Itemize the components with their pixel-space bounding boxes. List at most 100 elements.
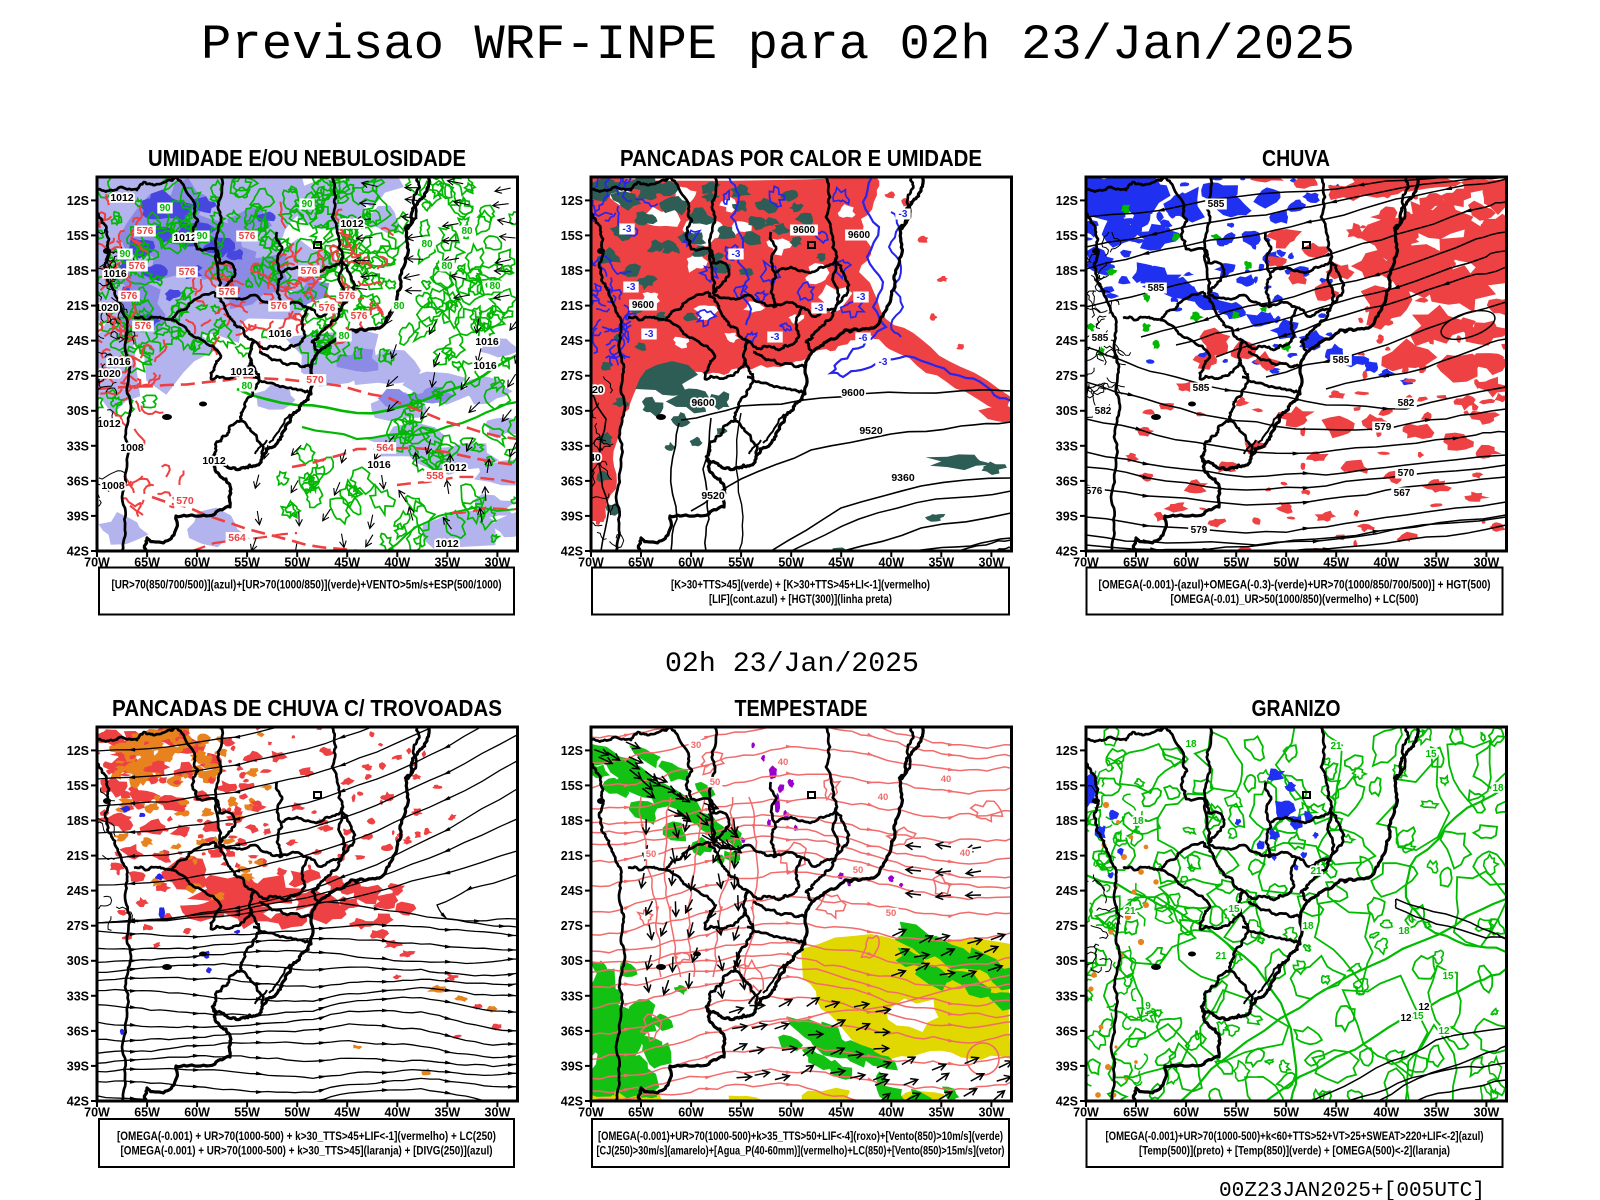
svg-text:1012: 1012	[110, 192, 134, 204]
svg-text:-3: -3	[879, 357, 888, 368]
svg-text:30S: 30S	[1056, 404, 1078, 418]
svg-text:80: 80	[461, 226, 473, 237]
svg-text:12S: 12S	[67, 194, 89, 208]
svg-text:TEMPESTADE: TEMPESTADE	[735, 695, 868, 721]
svg-text:21S: 21S	[1056, 849, 1078, 863]
svg-text:12: 12	[1438, 1026, 1450, 1037]
svg-text:27S: 27S	[561, 369, 583, 383]
svg-text:12: 12	[1418, 1002, 1430, 1013]
svg-text:50W: 50W	[284, 556, 310, 570]
svg-text:35W: 35W	[928, 556, 954, 570]
svg-text:33S: 33S	[67, 989, 89, 1003]
svg-text:40: 40	[960, 848, 971, 859]
svg-text:1008: 1008	[120, 442, 144, 454]
svg-text:42S: 42S	[67, 1095, 89, 1109]
svg-text:35W: 35W	[434, 1106, 460, 1120]
svg-text:[CJ(250)>30m/s](amarelo)+[Agua: [CJ(250)>30m/s](amarelo)+[Agua_P(40-60mm…	[597, 1146, 1005, 1158]
svg-text:50W: 50W	[284, 1106, 310, 1120]
svg-text:21S: 21S	[561, 299, 583, 313]
svg-text:GRANIZO: GRANIZO	[1252, 695, 1341, 721]
svg-text:12S: 12S	[1056, 744, 1078, 758]
svg-text:65W: 65W	[134, 556, 160, 570]
svg-text:[LIF](cont.azul) + [HGT(300)](: [LIF](cont.azul) + [HGT(300)](linha pret…	[709, 594, 892, 606]
svg-text:30W: 30W	[1474, 556, 1500, 570]
svg-text:33S: 33S	[67, 439, 89, 453]
svg-text:27S: 27S	[67, 369, 89, 383]
svg-text:55W: 55W	[234, 556, 260, 570]
svg-text:15S: 15S	[561, 779, 583, 793]
svg-text:PANCADAS POR CALOR E UMIDADE: PANCADAS POR CALOR E UMIDADE	[620, 145, 982, 171]
svg-text:9520: 9520	[859, 425, 883, 437]
svg-text:[OMEGA(-0.001)+UR>70(1000-500): [OMEGA(-0.001)+UR>70(1000-500)+k>35_TTS>…	[598, 1131, 1003, 1143]
svg-text:UMIDADE E/OU NEBULOSIDADE: UMIDADE E/OU NEBULOSIDADE	[148, 145, 466, 171]
svg-text:36S: 36S	[1056, 1024, 1078, 1038]
svg-text:80: 80	[241, 381, 253, 392]
svg-text:1012: 1012	[340, 218, 364, 230]
svg-text:1016: 1016	[473, 360, 497, 372]
svg-text:1016: 1016	[475, 336, 499, 348]
svg-text:579: 579	[1191, 525, 1208, 536]
svg-text:80: 80	[393, 301, 405, 312]
svg-text:15S: 15S	[1056, 779, 1078, 793]
svg-text:18S: 18S	[67, 814, 89, 828]
svg-text:570: 570	[176, 495, 194, 507]
svg-text:567: 567	[1394, 488, 1411, 499]
svg-text:Previsao WRF-INPE para 02h 23: Previsao WRF-INPE para 02h 23/Jan/2025	[201, 17, 1355, 73]
svg-text:65W: 65W	[1123, 1106, 1149, 1120]
svg-text:18S: 18S	[1056, 814, 1078, 828]
svg-text:30S: 30S	[67, 954, 89, 968]
svg-text:35W: 35W	[1423, 1106, 1449, 1120]
svg-text:60W: 60W	[184, 556, 210, 570]
svg-text:12: 12	[1402, 1014, 1414, 1025]
svg-text:55W: 55W	[728, 1106, 754, 1120]
svg-text:570: 570	[1398, 468, 1415, 479]
svg-text:[OMEGA(-0.001) + UR>70(1000-50: [OMEGA(-0.001) + UR>70(1000-500) + k>30_…	[117, 1131, 496, 1143]
svg-text:70W: 70W	[84, 1106, 110, 1120]
svg-text:18S: 18S	[67, 264, 89, 278]
svg-text:33S: 33S	[1056, 989, 1078, 1003]
svg-text:CHUVA: CHUVA	[1262, 145, 1330, 171]
svg-text:90: 90	[159, 203, 171, 214]
svg-text:9: 9	[1145, 1001, 1151, 1012]
svg-text:21: 21	[1215, 951, 1227, 962]
svg-text:585: 585	[1148, 283, 1165, 294]
svg-text:PANCADAS DE CHUVA C/ TROVOADAS: PANCADAS DE CHUVA C/ TROVOADAS	[112, 695, 502, 721]
svg-text:45W: 45W	[1323, 556, 1349, 570]
svg-text:-3: -3	[645, 329, 654, 340]
svg-text:1012: 1012	[97, 418, 121, 430]
svg-text:[K>30+TTS>45](verde) + [K>30+T: [K>30+TTS>45](verde) + [K>30+TTS>45+LI<-…	[671, 580, 930, 592]
svg-text:[UR>70(850/700/500)](azul)+[UR: [UR>70(850/700/500)](azul)+[UR>70(1000/8…	[112, 580, 502, 592]
svg-text:1016: 1016	[367, 459, 391, 471]
svg-text:576: 576	[129, 261, 146, 272]
svg-text:35W: 35W	[928, 1106, 954, 1120]
svg-text:40W: 40W	[878, 1106, 904, 1120]
svg-text:9600: 9600	[793, 225, 816, 236]
svg-text:30W: 30W	[485, 1106, 511, 1120]
svg-text:80: 80	[489, 281, 501, 292]
svg-text:-3: -3	[623, 224, 632, 235]
svg-text:45W: 45W	[1323, 1106, 1349, 1120]
svg-text:21: 21	[1310, 866, 1322, 877]
svg-text:585: 585	[1333, 355, 1350, 366]
svg-text:1012: 1012	[230, 366, 254, 378]
svg-text:39S: 39S	[67, 509, 89, 523]
svg-text:50: 50	[710, 777, 721, 788]
svg-text:02h 23/Jan/2025: 02h 23/Jan/2025	[665, 649, 919, 680]
svg-text:35W: 35W	[434, 556, 460, 570]
svg-text:9600: 9600	[632, 300, 655, 311]
svg-text:39S: 39S	[67, 1059, 89, 1073]
svg-text:45W: 45W	[334, 1106, 360, 1120]
svg-text:40W: 40W	[878, 556, 904, 570]
svg-text:[OMEGA(-0.01)_UR>50(1000/850)(: [OMEGA(-0.01)_UR>50(1000/850)(vermelho) …	[1171, 594, 1419, 606]
svg-text:576: 576	[301, 266, 318, 277]
svg-text:15: 15	[1442, 971, 1454, 982]
svg-text:33S: 33S	[561, 989, 583, 1003]
svg-text:18S: 18S	[561, 814, 583, 828]
svg-text:520: 520	[586, 384, 604, 396]
svg-text:1012: 1012	[173, 232, 197, 244]
svg-text:9600: 9600	[848, 230, 871, 241]
svg-text:50W: 50W	[778, 556, 804, 570]
svg-text:40W: 40W	[1373, 556, 1399, 570]
svg-text:15S: 15S	[67, 229, 89, 243]
svg-text:1020: 1020	[97, 368, 121, 380]
